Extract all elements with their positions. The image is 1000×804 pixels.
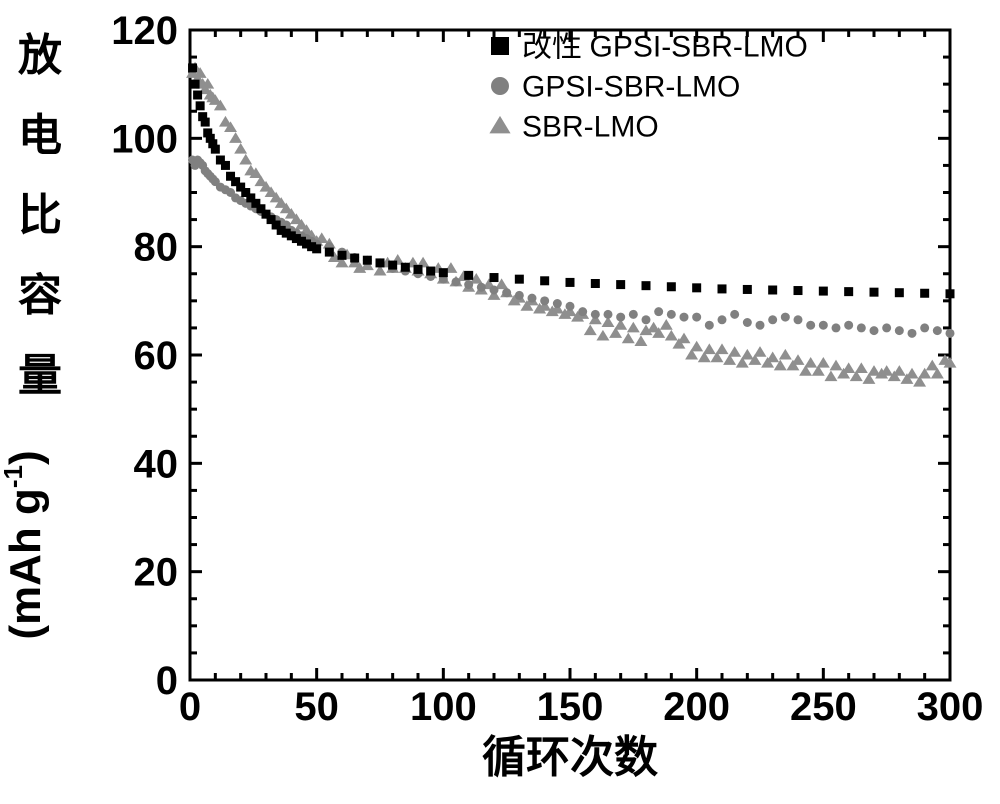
y-tick-label: 80 [134, 226, 179, 270]
x-tick-label: 50 [294, 685, 339, 729]
x-tick-label: 150 [537, 685, 604, 729]
y-axis-label-char: 电 [18, 111, 62, 160]
y-axis-label-char: 放 [18, 31, 62, 80]
y-axis-label-char: 比 [18, 191, 62, 240]
y-tick-label: 120 [111, 9, 178, 53]
capacity-cycle-chart: 0 50 100 150 200 250 300 0 20 40 60 80 100 120 循环次数 放电比… [0, 0, 1000, 804]
y-tick-label: 100 [111, 117, 178, 161]
x-tick-label: 250 [790, 685, 857, 729]
y-axis-label-char: 容 [18, 271, 62, 320]
y-axis-label-char: 量 [18, 351, 62, 400]
y-tick-label: 20 [134, 551, 179, 595]
y-tick-label: 0 [156, 659, 178, 703]
legend-label: GPSI-SBR-LMO [522, 71, 740, 104]
x-tick-label: 300 [917, 685, 984, 729]
legend-label: SBR-LMO [522, 111, 659, 144]
y-tick-label: 40 [134, 442, 179, 486]
x-tick-label: 200 [663, 685, 730, 729]
y-tick-label: 60 [134, 334, 179, 378]
x-tick-label: 0 [179, 685, 201, 729]
x-tick-label: 100 [410, 685, 477, 729]
legend-label: 改性 GPSI-SBR-LMO [522, 31, 808, 64]
x-axis-label: 循环次数 [482, 733, 658, 782]
